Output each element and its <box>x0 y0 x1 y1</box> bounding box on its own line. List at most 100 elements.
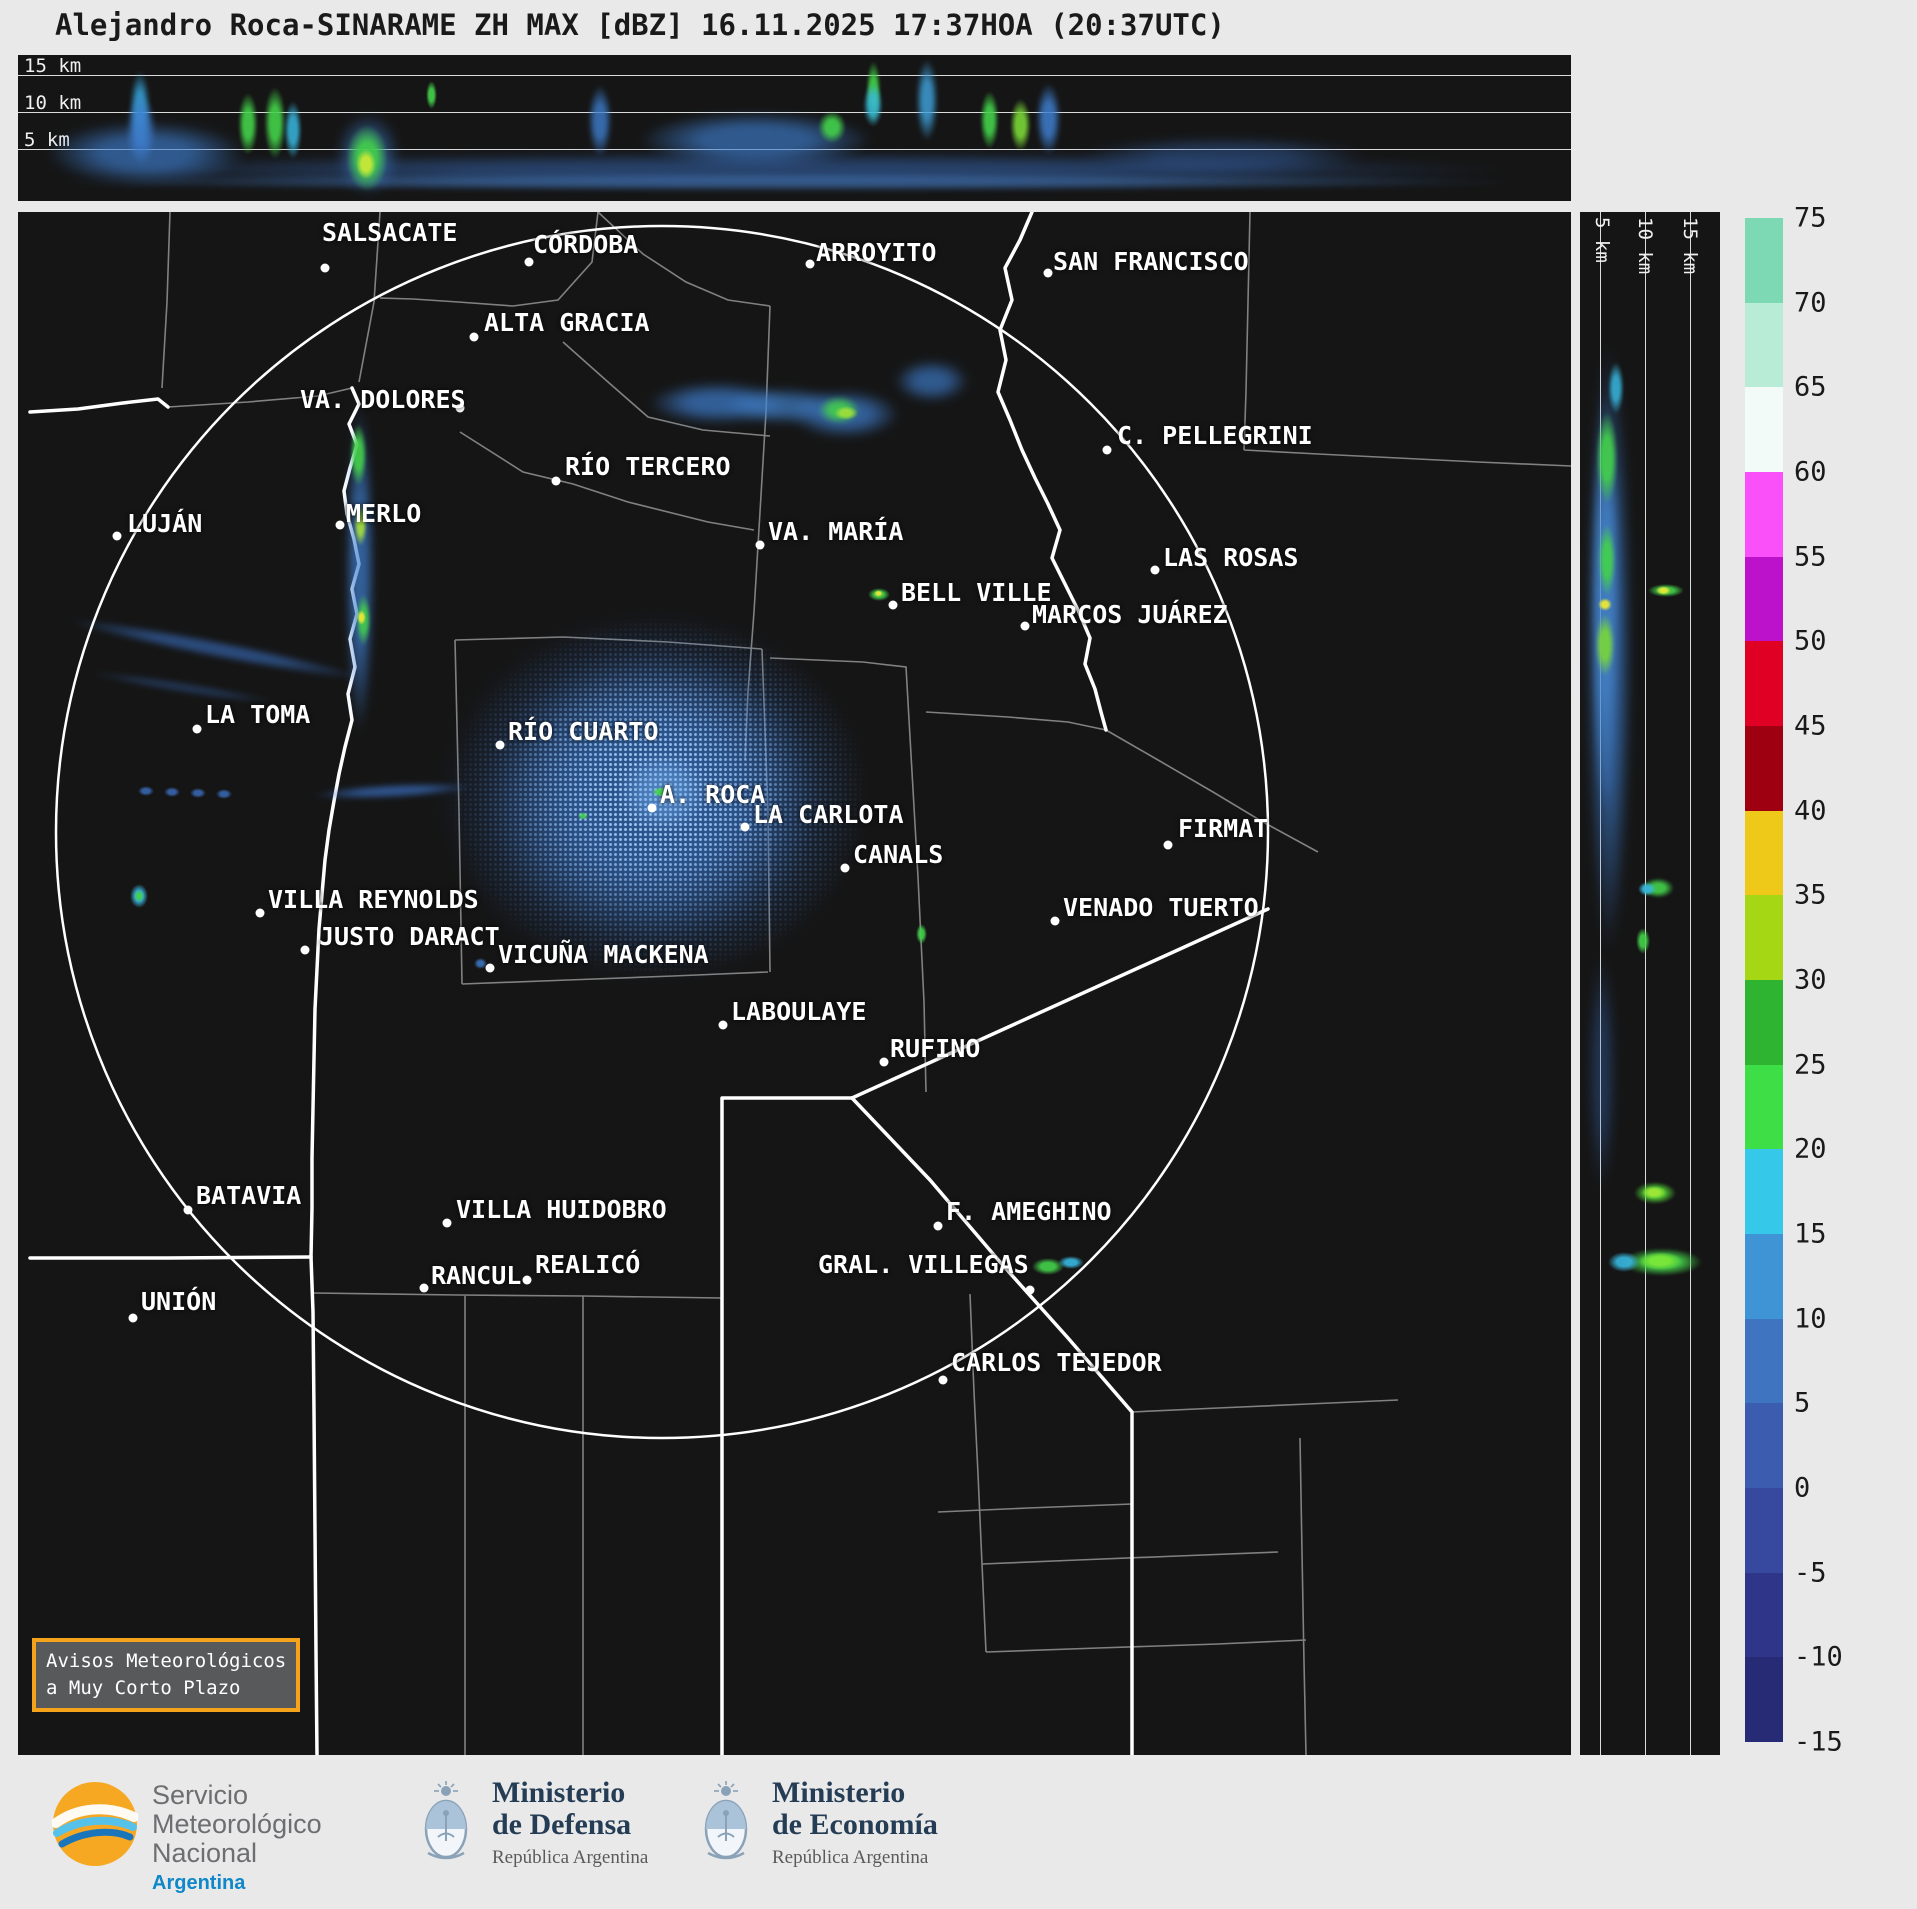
altitude-gridline-5km <box>1600 212 1601 1755</box>
radar-echo <box>190 788 206 798</box>
radar-echo <box>134 890 144 902</box>
colorbar-tick: 20 <box>1794 1133 1827 1165</box>
colorbar-tick: 25 <box>1794 1049 1827 1081</box>
city-label: RANCUL <box>431 1261 522 1290</box>
city-dot <box>1163 840 1173 850</box>
colorbar-segment <box>1745 1572 1783 1658</box>
smn-wordmark: Servicio Meteorológico Nacional Argentin… <box>152 1781 322 1895</box>
warnings-line2: a Muy Corto Plazo <box>46 1677 241 1699</box>
radar-echo <box>894 360 969 402</box>
product-title: Alejandro Roca-SINARAME ZH MAX [dBZ] 16.… <box>55 8 1225 42</box>
colorbar-tick: 50 <box>1794 625 1827 657</box>
radar-echo <box>1058 1256 1084 1269</box>
altitude-label-10km: 10 km <box>24 92 82 114</box>
ministry-title-line1: Ministerio <box>772 1776 906 1809</box>
colorbar-segment <box>1745 726 1783 811</box>
altitude-label-10km: 10 km <box>1634 217 1656 275</box>
colorbar-segment <box>1745 1403 1783 1489</box>
colorbar-tick: 10 <box>1794 1303 1827 1335</box>
radar-echo <box>652 787 670 797</box>
radar-echo <box>863 83 883 127</box>
altitude-gridline-15km <box>1690 212 1691 1755</box>
colorbar-segment <box>1745 641 1783 727</box>
ministerio-defensa-text: Ministerio de Defensa República Argentin… <box>492 1777 648 1869</box>
radar-echo <box>834 406 858 420</box>
radar-echo <box>1596 412 1618 504</box>
city-dot <box>933 1221 943 1231</box>
colorbar-segment <box>1745 472 1783 557</box>
radar-echo <box>1598 524 1616 596</box>
colorbar-segment <box>1745 1149 1783 1235</box>
city-label: VA. DOLORES <box>300 385 466 414</box>
warnings-line1: Avisos Meteorológicos <box>46 1650 287 1672</box>
colorbar-tick: -15 <box>1794 1726 1843 1758</box>
city-dot <box>1043 268 1053 278</box>
city-label: LA TOMA <box>205 700 311 729</box>
city-label: RUFINO <box>890 1034 981 1063</box>
city-label: MARCOS JUÁREZ <box>1032 600 1228 629</box>
radar-echo <box>426 81 437 109</box>
warnings-button[interactable]: Avisos Meteorológicos a Muy Corto Plazo <box>32 1638 301 1712</box>
radar-echo <box>1638 882 1656 896</box>
radar-echo <box>818 111 846 143</box>
city-label: VA. MARÍA <box>768 517 904 546</box>
radar-echo <box>354 504 367 546</box>
city-dot <box>551 476 561 486</box>
colorbar-tick: 30 <box>1794 964 1827 996</box>
city-label: GRAL. VILLEGAS <box>818 1250 1029 1279</box>
radar-echo <box>238 93 258 155</box>
city-label: SALSACATE <box>322 218 458 247</box>
radar-echo <box>980 91 999 149</box>
radar-echo <box>264 87 286 159</box>
smn-globe-icon <box>52 1782 138 1866</box>
radar-echo <box>1032 1258 1064 1275</box>
radar-echo <box>1595 614 1615 676</box>
radar-echo <box>350 424 367 486</box>
colorbar-tick: 65 <box>1794 371 1827 403</box>
city-dot <box>1150 565 1160 575</box>
city-label: LABOULAYE <box>731 997 867 1026</box>
city-label: JUSTO DARACT <box>319 922 500 951</box>
colorbar-segment <box>1745 1488 1783 1573</box>
colorbar-tick: 45 <box>1794 710 1827 742</box>
city-label: CÓRDOBA <box>533 230 639 259</box>
radar-echo <box>474 958 487 969</box>
city-label: F. AMEGHINO <box>946 1197 1112 1226</box>
city-dot <box>755 540 765 550</box>
colorbar-tick: 60 <box>1794 456 1827 488</box>
radar-echo <box>1078 137 1368 175</box>
radar-echo <box>874 590 883 597</box>
radar-echo <box>126 95 156 165</box>
colorbar-segment <box>1745 1657 1783 1743</box>
city-marker-layer: SALSACATE CÓRDOBA ARROYITO SAN FRANCISCO ALT… <box>18 212 1571 1755</box>
city-dot <box>128 1313 138 1323</box>
colorbar-tick: 35 <box>1794 879 1827 911</box>
right-echo-layer <box>1580 212 1720 1755</box>
map-echo-layer <box>18 212 1571 1755</box>
range-ring-layer <box>54 224 1270 1440</box>
city-label: C. PELLEGRINI <box>1117 421 1313 450</box>
colorbar-tick: -5 <box>1794 1557 1827 1589</box>
department-borders <box>161 212 1571 1755</box>
smn-country: Argentina <box>152 1872 246 1894</box>
ministry-subtitle: República Argentina <box>772 1847 929 1868</box>
radar-echo <box>1656 586 1671 595</box>
ministerio-defensa-logo: Ministerio de Defensa República Argentin… <box>418 1777 648 1869</box>
altitude-gridline-10km <box>1645 212 1646 1755</box>
range-ring <box>54 224 1270 1440</box>
ministry-title-line2: de Economía <box>772 1808 938 1841</box>
city-label: VILLA HUIDOBRO <box>456 1195 667 1224</box>
radar-echo <box>1636 928 1650 954</box>
colorbar-tick: -10 <box>1794 1641 1843 1673</box>
province-borders <box>28 212 1270 1755</box>
city-dot <box>419 1283 429 1293</box>
colorbar-segment <box>1745 895 1783 981</box>
city-dot <box>335 520 345 530</box>
city-label: VICUÑA MACKENA <box>498 940 709 969</box>
map-borders <box>28 212 1571 1755</box>
city-dot <box>485 963 495 973</box>
radar-echo <box>1036 83 1061 155</box>
colorbar-tick: 15 <box>1794 1218 1827 1250</box>
city-label: LAS ROSAS <box>1163 543 1299 572</box>
city-dot <box>255 908 265 918</box>
